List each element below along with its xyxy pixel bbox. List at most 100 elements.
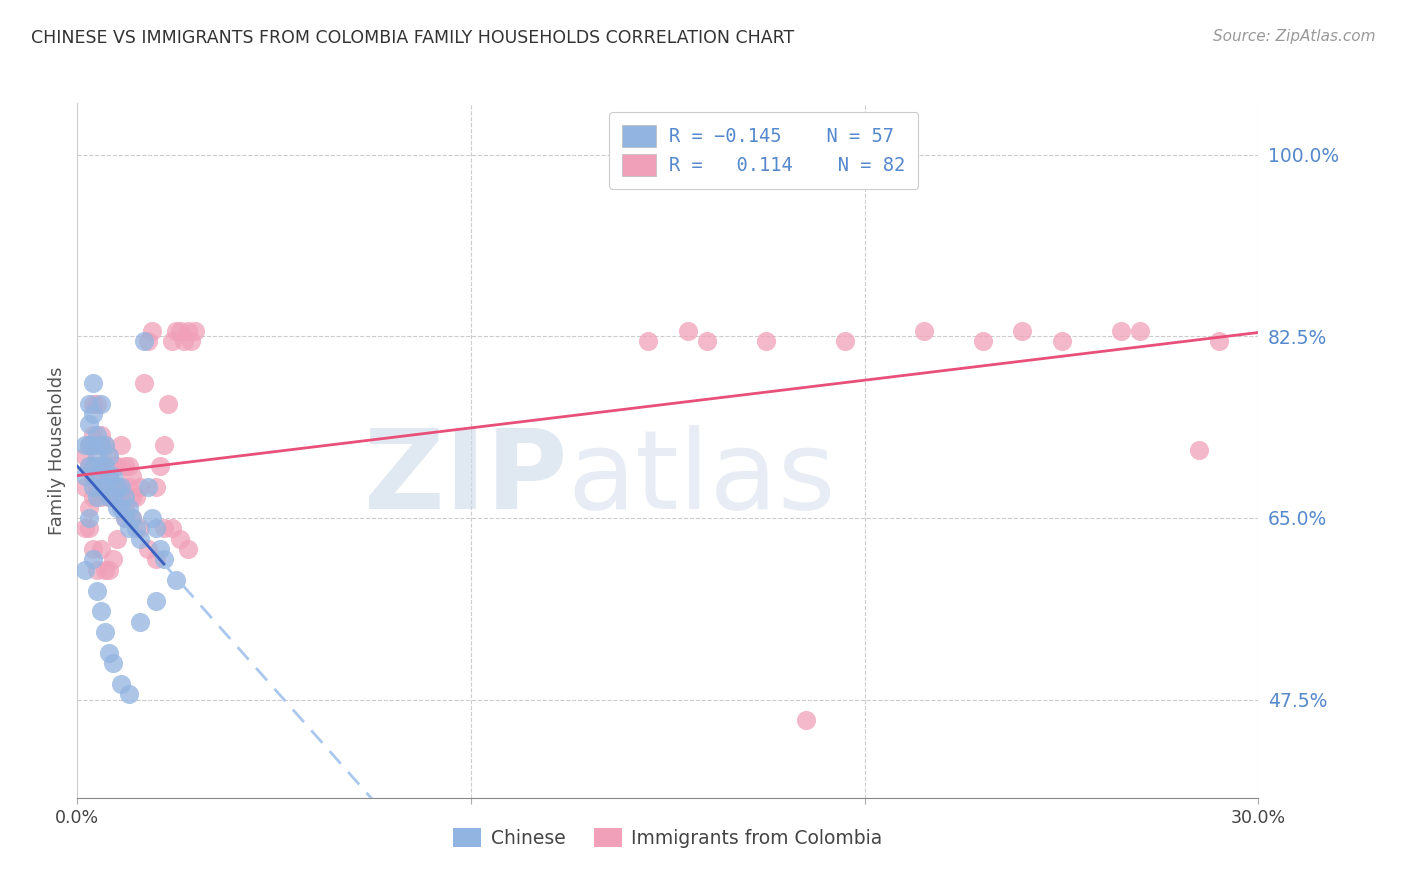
Point [165,574,187,588]
Point [105,490,128,504]
Y-axis label: Family Households: Family Households [48,367,66,534]
Point [90,458,112,473]
Legend: Chinese, Immigrants from Colombia: Chinese, Immigrants from Colombia [446,820,890,855]
Point [90,397,112,411]
Point [180,334,202,349]
Point [117,480,139,494]
Point [77,458,100,473]
Point [86,449,108,463]
Point [82,376,104,390]
Point [1129,324,1152,338]
Point [117,458,139,473]
Point [153,521,176,535]
Point [97,469,120,483]
Point [90,490,112,504]
Point [110,480,132,494]
Point [77,458,100,473]
Point [94,458,117,473]
Point [94,625,117,640]
Text: ZIP: ZIP [364,425,568,532]
Point [94,438,117,452]
Point [1208,334,1230,349]
Point [156,397,179,411]
Point [173,334,195,349]
Point [129,615,152,629]
Point [110,500,132,515]
Point [755,334,778,349]
Point [77,417,100,432]
Point [82,542,104,557]
Point [94,458,117,473]
Point [141,511,163,525]
Point [110,438,132,452]
Point [121,490,143,504]
Point [86,469,108,483]
Point [75,563,97,577]
Point [90,458,112,473]
Point [129,480,152,494]
Point [94,480,117,494]
Point [1011,324,1033,338]
Point [145,594,167,608]
Point [834,334,856,349]
Point [77,438,100,452]
Point [82,552,104,566]
Point [149,542,172,557]
Point [86,458,108,473]
Point [121,511,143,525]
Point [176,324,198,338]
Point [141,324,163,338]
Point [82,490,104,504]
Point [105,500,128,515]
Point [117,521,139,535]
Point [75,469,97,483]
Point [121,511,143,525]
Point [86,428,108,442]
Point [82,438,104,452]
Point [97,646,120,660]
Point [77,438,100,452]
Point [110,677,132,691]
Point [97,490,120,504]
Point [105,480,128,494]
Point [75,521,97,535]
Point [125,490,148,504]
Point [97,449,120,463]
Point [82,458,104,473]
Point [77,397,100,411]
Point [77,521,100,535]
Point [912,324,935,338]
Point [145,480,167,494]
Point [75,449,97,463]
Point [129,532,152,546]
Point [77,511,100,525]
Point [637,334,659,349]
Point [696,334,718,349]
Point [77,500,100,515]
Point [129,521,152,535]
Point [86,480,108,494]
Point [90,542,112,557]
Point [86,438,108,452]
Point [169,324,191,338]
Point [153,552,176,566]
Point [101,458,124,473]
Point [101,657,124,671]
Point [972,334,994,349]
Point [86,397,108,411]
Point [145,552,167,566]
Point [149,458,172,473]
Point [97,490,120,504]
Point [153,438,176,452]
Point [75,438,97,452]
Point [105,458,128,473]
Point [117,500,139,515]
Point [97,563,120,577]
Point [114,511,136,525]
Point [1188,443,1211,458]
Point [160,334,183,349]
Point [114,511,136,525]
Point [101,480,124,494]
Point [160,521,183,535]
Point [86,490,108,504]
